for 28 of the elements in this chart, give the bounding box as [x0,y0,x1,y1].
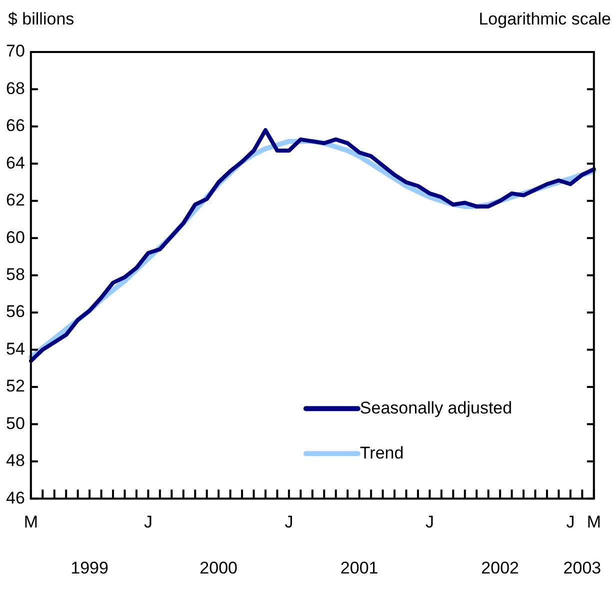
x-tick-label: J [144,512,152,532]
text: 1999 [70,558,108,578]
y-tick-label: 66 [6,116,25,136]
y-tick-label: 60 [6,228,25,247]
x-tick-label: J [284,512,294,532]
y-tick-label: 48 [6,451,25,470]
x-tick-label: M [586,512,602,532]
y-tick-label: 70 [6,42,25,61]
y-tick-label: 46 [6,488,25,508]
y-tick-label: 54 [6,339,25,358]
text: 2002 [481,558,519,578]
x-tick-label: J [425,512,434,532]
legend-label: Seasonally adjusted [360,398,512,418]
text: Logarithmic scale [478,10,611,29]
y-tick-label: 58 [6,264,25,284]
y-tick-label: 56 [6,302,25,322]
x-tick-label: M [24,512,38,532]
y-axis-title: $ billions [8,10,74,29]
legend-label: Trend [360,443,404,462]
y-tick-label: 68 [6,78,25,98]
y-tick-label: 62 [6,190,25,210]
y-tick-label: 52 [6,376,25,396]
text: 2000 [200,558,238,578]
y-tick-label: 50 [6,414,25,433]
x-tick-label: J [566,512,575,532]
text: 2001 [340,558,378,578]
y-tick-label: 64 [6,153,25,172]
text: 2003 [563,558,602,578]
